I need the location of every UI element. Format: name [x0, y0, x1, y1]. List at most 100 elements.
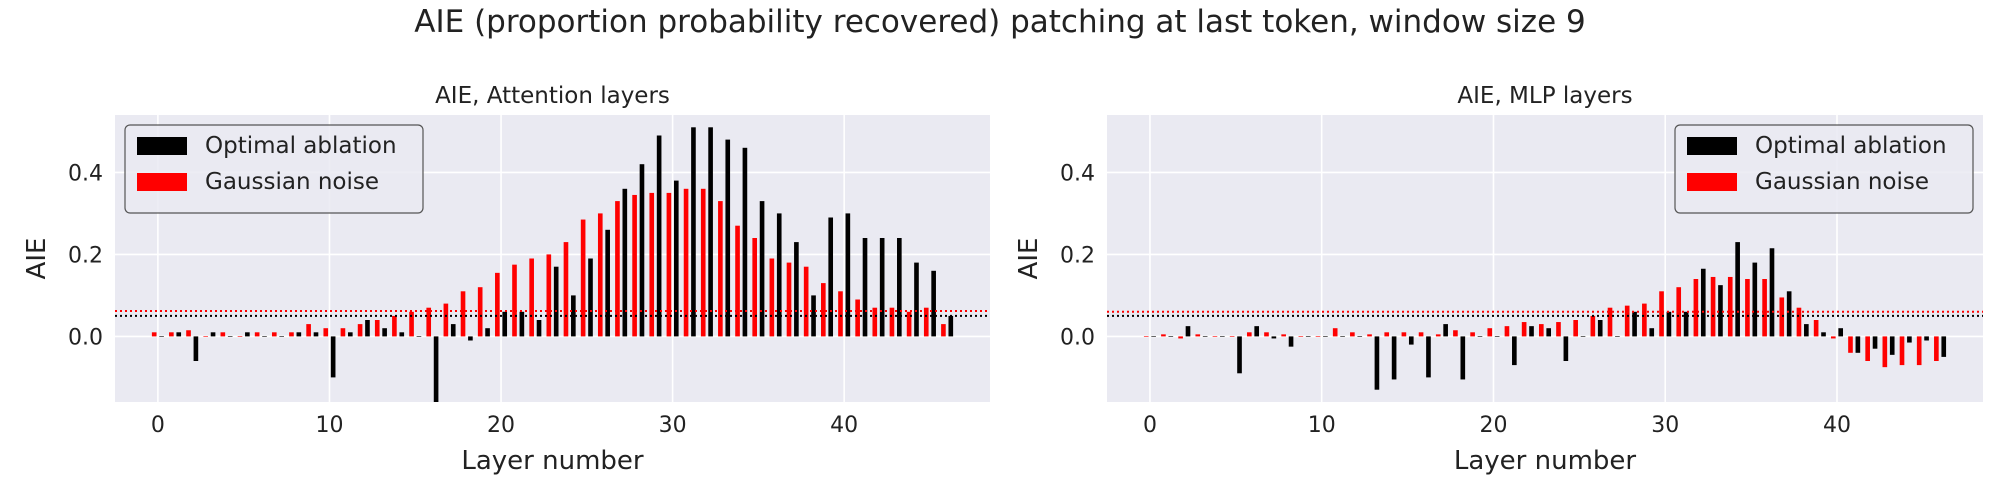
bar [151, 332, 157, 337]
bar [1357, 336, 1363, 337]
bar [1597, 320, 1603, 337]
bar [1882, 336, 1888, 368]
bar [468, 336, 473, 341]
bar-series-optimal-ablation [1151, 242, 1947, 390]
bar [1470, 332, 1475, 337]
legend-box [1674, 124, 1974, 214]
bar [855, 299, 860, 337]
bar [708, 127, 713, 337]
x-tick-label: 30 [1651, 413, 1679, 438]
bar [176, 332, 182, 337]
bar [220, 332, 226, 337]
bar [1563, 336, 1569, 361]
panel-title: AIE, Attention layers [435, 83, 670, 109]
bar [237, 336, 243, 337]
bar [1786, 291, 1792, 337]
bar [931, 270, 936, 337]
bar [1752, 262, 1758, 337]
legend-box [124, 124, 424, 214]
bar [460, 291, 466, 337]
bar [1418, 332, 1424, 337]
bar [203, 336, 208, 337]
legend: Optimal ablation Gaussian noise [1674, 124, 1974, 214]
bar [1367, 334, 1372, 337]
bar [759, 201, 765, 337]
bar [1143, 336, 1149, 337]
bar [897, 238, 902, 337]
bar [1202, 336, 1208, 337]
bar [279, 336, 284, 337]
bar [872, 307, 878, 337]
bar [1185, 326, 1191, 337]
y-tick-label: 0.4 [68, 161, 103, 186]
bar [1212, 336, 1218, 337]
bar [1161, 334, 1166, 337]
x-tick-label: 40 [1823, 413, 1851, 438]
bar [365, 320, 370, 337]
bar [1590, 315, 1596, 337]
bar [649, 192, 655, 337]
bar [666, 192, 672, 337]
bar [1460, 336, 1466, 380]
bar [536, 320, 542, 337]
bar [1813, 320, 1819, 337]
bar [1323, 336, 1328, 337]
bar [1556, 322, 1561, 337]
bar [1700, 268, 1706, 337]
bar [862, 238, 868, 337]
bar [271, 332, 277, 337]
bar [169, 332, 174, 337]
bar [1718, 285, 1723, 337]
y-tick-label: 0.2 [68, 243, 103, 268]
bar [786, 262, 792, 337]
bar [948, 315, 954, 337]
bar [656, 135, 662, 337]
bar [1254, 326, 1260, 337]
legend-label: Optimal ablation [205, 133, 397, 159]
bar [245, 332, 250, 337]
bar [941, 324, 946, 337]
bar [1779, 297, 1785, 337]
bar [1246, 332, 1252, 337]
bar [1796, 307, 1802, 337]
x-tick-label: 10 [1308, 413, 1336, 438]
legend-swatch [137, 137, 187, 155]
bar [879, 238, 885, 337]
figure-title: AIE (proportion probability recovered) p… [414, 4, 1586, 40]
legend-swatch [1687, 137, 1737, 155]
chart-panel-1: 0.0 0.2 0.4 0 10 20 30 40 Layer number AIE AIE, At… [22, 83, 990, 476]
bar [673, 180, 679, 337]
bar [450, 324, 456, 337]
bar [1178, 336, 1183, 339]
bar [306, 324, 311, 337]
bar [1220, 336, 1225, 337]
bar [433, 336, 439, 402]
bar [718, 201, 723, 337]
chart-panel-2: 0.0 0.2 0.4 0 10 20 30 40 Layer number AIE AIE, ML… [1014, 83, 1983, 476]
bar [639, 164, 645, 337]
bar [1666, 311, 1672, 337]
bar [1453, 330, 1458, 337]
bar [1168, 336, 1174, 337]
bar [1642, 303, 1647, 337]
bar [1580, 336, 1586, 337]
y-tick-label: 0.2 [1060, 243, 1095, 268]
bar [580, 219, 586, 337]
bar [1838, 328, 1844, 337]
bar [1374, 336, 1380, 390]
bar [193, 336, 199, 361]
bar [357, 324, 363, 337]
bar [683, 188, 689, 337]
bar [1315, 336, 1321, 337]
bar [289, 332, 294, 337]
bar [1727, 276, 1733, 337]
bar [1632, 311, 1637, 337]
bar [340, 328, 346, 337]
bar [1391, 336, 1397, 380]
bar [495, 272, 500, 337]
bar [210, 332, 216, 337]
bar [1529, 326, 1534, 337]
bar [502, 311, 508, 337]
bar [1848, 336, 1853, 353]
bar [1494, 336, 1500, 337]
